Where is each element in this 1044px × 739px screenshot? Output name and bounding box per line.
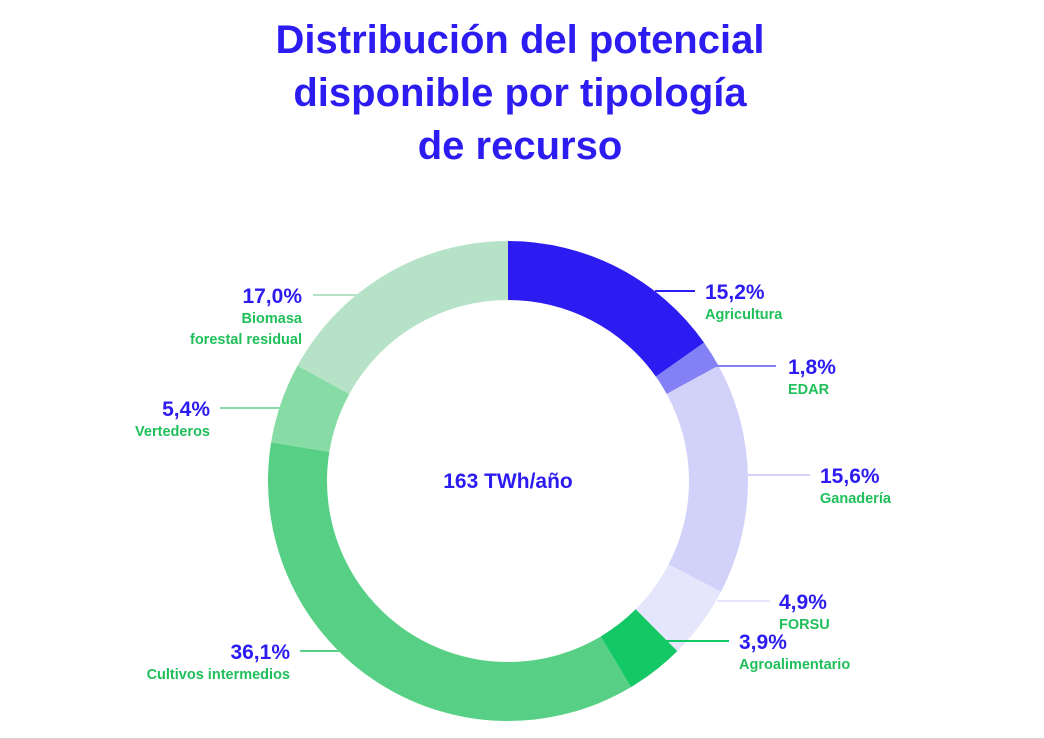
category-label-edar: EDAR bbox=[788, 382, 830, 398]
category-label-agroalimentario: Agroalimentario bbox=[739, 657, 850, 673]
slice-edar bbox=[655, 342, 719, 394]
value-label-cultivos-intermedios: 36,1% bbox=[230, 641, 290, 664]
value-label-agroalimentario: 3,9% bbox=[739, 631, 787, 654]
value-label-ganaderia: 15,6% bbox=[820, 465, 880, 488]
slice-cultivos-intermedios bbox=[268, 442, 631, 722]
category-label-biomasa-forestal-residual-1: Biomasa bbox=[242, 311, 303, 327]
chart-title-line-2: disponible por tipología bbox=[293, 71, 747, 115]
donut-slices bbox=[268, 241, 748, 722]
value-label-agricultura: 15,2% bbox=[705, 281, 765, 304]
leader-lines bbox=[220, 290, 810, 652]
chart-title-line-3: de recurso bbox=[417, 124, 623, 168]
slice-labels: 15,2% Agricultura 1,8% EDAR 15,6% Ganadería 4,… bbox=[135, 281, 892, 683]
chart-title: Distribución del potencial disponible po… bbox=[170, 14, 870, 173]
category-label-biomasa-forestal-residual-2: forestal residual bbox=[190, 332, 302, 348]
category-label-forsu: FORSU bbox=[779, 617, 830, 633]
slice-ganaderia bbox=[666, 365, 748, 592]
slice-vertederos bbox=[271, 365, 350, 452]
category-label-ganaderia: Ganadería bbox=[820, 491, 892, 507]
chart-title-line-1: Distribución del potencial bbox=[275, 18, 765, 62]
category-label-vertederos: Vertederos bbox=[135, 424, 210, 440]
value-label-biomasa-forestal-residual: 17,0% bbox=[242, 285, 302, 308]
value-label-edar: 1,8% bbox=[788, 356, 836, 379]
value-label-vertederos: 5,4% bbox=[162, 398, 210, 421]
value-label-forsu: 4,9% bbox=[779, 591, 827, 614]
slice-agroalimentario bbox=[600, 609, 678, 688]
slice-agricultura bbox=[508, 241, 705, 377]
category-label-cultivos-intermedios: Cultivos intermedios bbox=[147, 667, 290, 683]
slice-biomasa-forestal-residual bbox=[297, 241, 508, 394]
slice-forsu bbox=[635, 564, 721, 652]
category-label-agricultura: Agricultura bbox=[705, 307, 783, 323]
center-total-label: 163 TWh/año bbox=[443, 470, 573, 493]
